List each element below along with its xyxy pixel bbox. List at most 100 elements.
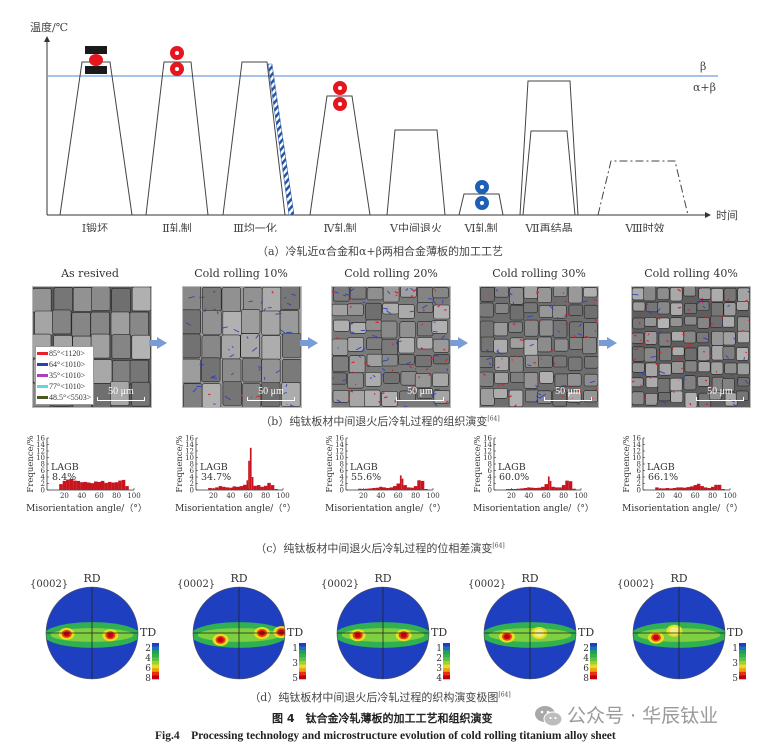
- grain: [670, 302, 683, 316]
- rd-label: RD: [670, 572, 687, 585]
- boundary-85: [537, 380, 541, 383]
- grain-texture: [183, 287, 301, 407]
- histogram-bar: [69, 479, 74, 490]
- histogram-bar: [401, 478, 404, 490]
- color-scale-segment: [739, 675, 746, 680]
- boundary-85: [705, 403, 709, 406]
- boundary-64: [405, 288, 409, 292]
- grain: [480, 287, 495, 302]
- boundary-64: [386, 310, 392, 315]
- boundary-64: [526, 315, 533, 318]
- grain: [432, 372, 449, 387]
- forging-press-icon: [85, 46, 107, 74]
- boundary-64: [656, 330, 662, 335]
- y-tick-label: 16: [36, 435, 45, 443]
- grain: [539, 319, 554, 337]
- boundary-64: [350, 288, 355, 292]
- grain-texture: [480, 287, 598, 407]
- histogram-bar: [417, 480, 421, 491]
- boundary-64: [496, 350, 503, 355]
- grain: [347, 303, 364, 316]
- grain: [724, 362, 738, 375]
- boundary-64: [727, 304, 731, 308]
- histogram-bar: [672, 488, 677, 490]
- grain: [416, 321, 434, 337]
- histogram-bar: [710, 486, 715, 491]
- boundary-64: [657, 308, 661, 312]
- grain: [431, 320, 449, 334]
- histogram-bar: [516, 488, 521, 490]
- grain: [480, 388, 495, 406]
- boundary-64: [263, 308, 267, 312]
- boundary-85: [677, 288, 682, 292]
- boundary-64: [446, 368, 449, 372]
- color-scale-segment: [299, 671, 306, 676]
- figure-title-cn: 图 4 钛合金冷轧薄板的加工工艺和组织演变: [272, 712, 493, 725]
- phase-alpha-beta-label: α+β: [693, 81, 716, 94]
- grain: [645, 393, 658, 406]
- y-tick-label: 8: [637, 461, 641, 469]
- boundary-64: [231, 346, 234, 348]
- boundary-64: [344, 293, 351, 297]
- histogram-bar: [707, 488, 711, 490]
- step-5-profile: [386, 129, 446, 216]
- grain: [737, 377, 750, 387]
- histogram-bar: [83, 481, 87, 490]
- grain: [643, 287, 657, 302]
- color-scale-label: 1: [436, 644, 442, 654]
- boundary-64: [564, 314, 567, 318]
- color-scale-segment: [299, 657, 306, 662]
- grain: [416, 337, 434, 350]
- grain: [538, 355, 553, 368]
- histogram-bar: [700, 486, 704, 490]
- histogram-bar: [361, 489, 366, 490]
- rd-label: RD: [230, 572, 247, 585]
- color-scale-segment: [299, 675, 306, 680]
- y-axis-label: Frequence/%: [175, 435, 185, 492]
- boundary-64: [697, 299, 704, 305]
- boundary-85: [682, 333, 686, 336]
- color-scale-label: 4: [436, 674, 442, 684]
- legend-swatch: [37, 363, 48, 366]
- boundary-85: [414, 368, 417, 370]
- legend-label: 48.5°<5503>: [49, 393, 92, 402]
- caption-a: （a）冷轧近α合金和α+β两相合金薄板的加工工艺: [257, 245, 503, 258]
- color-scale-label: 4: [583, 654, 589, 664]
- arrow-right-icon: [458, 337, 468, 349]
- boundary-85: [573, 334, 576, 338]
- step-label: Ⅷ时效: [624, 221, 664, 232]
- histogram-bar: [393, 486, 397, 490]
- boundary-85: [513, 404, 517, 407]
- step-label: Ⅳ轧制: [324, 221, 357, 232]
- texture-peak-core: [669, 626, 680, 635]
- grain: [632, 301, 646, 312]
- lagb-label: LAGB: [200, 462, 228, 473]
- boundary-85: [250, 396, 253, 399]
- boundary-64: [291, 293, 296, 296]
- boundary-64: [246, 336, 249, 339]
- grain: [710, 288, 724, 303]
- grain: [366, 287, 384, 301]
- histogram-bar: [703, 487, 708, 490]
- boundary-64: [337, 347, 339, 349]
- boundary-64: [285, 384, 288, 388]
- legend-label: 64°<1010>: [49, 360, 86, 369]
- boundary-64: [369, 377, 372, 379]
- grain: [366, 353, 384, 367]
- grain: [347, 372, 364, 389]
- y-tick-label: 0: [488, 487, 492, 495]
- grain: [332, 372, 347, 385]
- grain: [569, 337, 584, 350]
- histogram-bar: [541, 486, 545, 491]
- boundary-85: [437, 304, 441, 308]
- x-tick-label: 40: [376, 492, 385, 500]
- histogram-bar: [693, 485, 697, 490]
- watermark-text: 公众号 · 华辰钛业: [567, 705, 719, 727]
- boundary-64: [506, 389, 510, 393]
- grain: [583, 390, 598, 403]
- grain: [129, 311, 149, 337]
- histogram-bar: [669, 488, 673, 490]
- boundary-85: [375, 321, 380, 324]
- boundary-64: [185, 322, 192, 326]
- boundary-85: [538, 320, 542, 323]
